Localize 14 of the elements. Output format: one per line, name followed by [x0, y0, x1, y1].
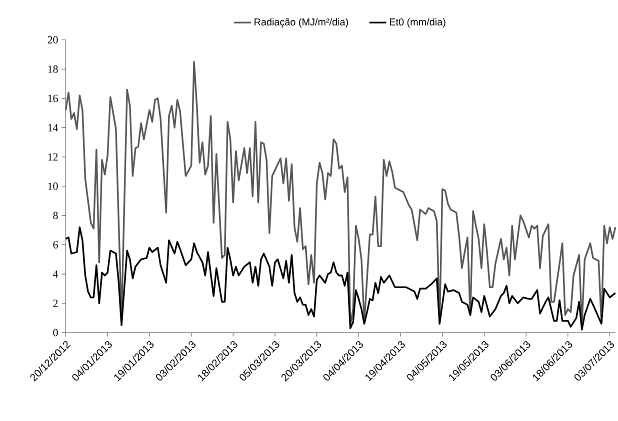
- legend-label: Et0 (mm/dia): [390, 18, 446, 28]
- y-tick-label: 6: [53, 240, 58, 248]
- y-tick-label: 10: [48, 182, 58, 190]
- y-tick-label: 14: [48, 124, 58, 132]
- y-tick-label: 18: [48, 65, 58, 73]
- y-tick-label: 12: [48, 153, 58, 160]
- legend-label: Radiação (MJ/m²/dia): [254, 18, 348, 28]
- y-tick-label: 2: [53, 300, 58, 307]
- y-tick-label: 0: [53, 328, 58, 336]
- y-tick-label: 20: [48, 36, 58, 44]
- y-tick-label: 4: [52, 270, 58, 278]
- y-tick-label: 16: [48, 94, 58, 102]
- line-series: [64, 60, 616, 326]
- y-tick-label: 8: [53, 212, 58, 220]
